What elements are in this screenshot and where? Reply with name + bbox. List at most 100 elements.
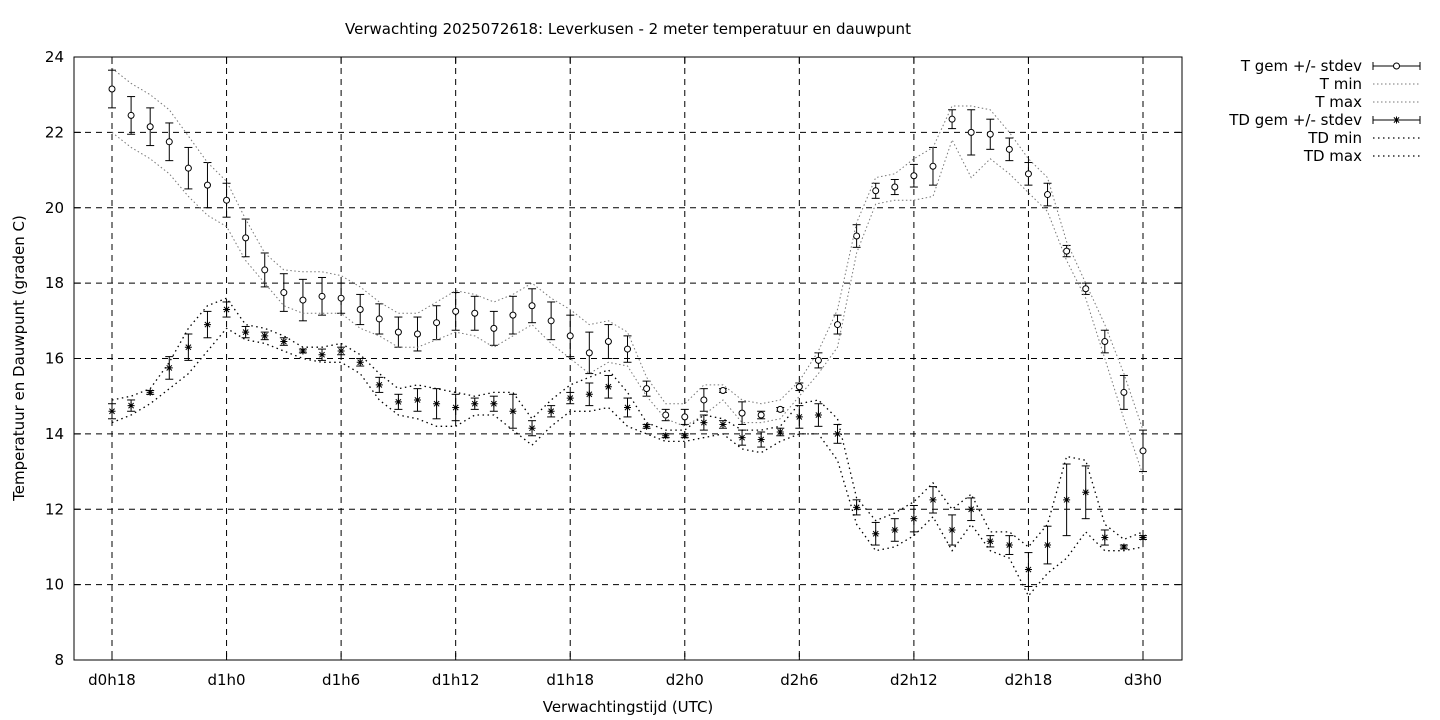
error-bar bbox=[184, 333, 193, 361]
x-tick-label: d2h6 bbox=[780, 671, 818, 689]
data-point-star bbox=[223, 306, 231, 314]
error-bar bbox=[1062, 244, 1071, 258]
error-bar bbox=[852, 224, 861, 248]
error-bar bbox=[871, 521, 880, 546]
data-point-circle bbox=[910, 172, 918, 180]
series-2 bbox=[111, 67, 1144, 431]
error-bar bbox=[948, 514, 957, 546]
legend-entry: TD gem +/- stdev bbox=[1228, 111, 1421, 129]
data-point-star bbox=[299, 347, 307, 355]
legend-entry: TD min bbox=[1307, 129, 1420, 147]
error-bar bbox=[1062, 463, 1071, 537]
data-point-circle bbox=[184, 164, 192, 172]
legend-entry: TD max bbox=[1303, 147, 1420, 165]
data-point-circle bbox=[700, 396, 708, 404]
data-point-circle bbox=[242, 234, 250, 242]
y-tick-label: 18 bbox=[45, 274, 64, 292]
plot-frame bbox=[73, 56, 1183, 661]
data-point-star bbox=[566, 394, 574, 402]
error-bar bbox=[948, 109, 957, 130]
series-1 bbox=[111, 132, 1144, 476]
data-point-circle bbox=[834, 321, 842, 329]
data-point-star bbox=[700, 419, 708, 427]
y-tick-label: 10 bbox=[45, 576, 64, 594]
data-point-star bbox=[814, 411, 822, 419]
error-bar bbox=[776, 405, 785, 413]
data-point-circle bbox=[757, 411, 765, 419]
data-point-star bbox=[853, 503, 861, 511]
data-point-circle bbox=[681, 413, 689, 421]
data-point-circle bbox=[1393, 62, 1400, 70]
error-bar bbox=[394, 393, 403, 410]
x-tick-label: d1h0 bbox=[207, 671, 245, 689]
chart-title: Verwachting 2025072618: Leverkusen - 2 m… bbox=[345, 20, 911, 38]
error-bar bbox=[203, 310, 212, 339]
series-4 bbox=[111, 327, 1144, 598]
error-bar bbox=[1024, 162, 1033, 186]
error-bar bbox=[623, 397, 632, 418]
error-bar bbox=[470, 397, 479, 410]
error-bar bbox=[222, 301, 231, 318]
error-bar bbox=[585, 382, 594, 407]
error-bar bbox=[967, 497, 976, 522]
data-point-star bbox=[1101, 534, 1109, 542]
data-point-circle bbox=[146, 123, 154, 131]
axis-ticks: 8 10 12 14 16 18 20 22 24 d0h18 d1h0 d1h6 d1h12 d1h18… bbox=[45, 48, 1182, 689]
data-point-circle bbox=[776, 405, 784, 413]
data-point-star bbox=[1044, 541, 1052, 549]
x-tick-label: d1h18 bbox=[546, 671, 594, 689]
data-point-star bbox=[624, 403, 631, 411]
error-bar bbox=[318, 276, 327, 316]
error-bar bbox=[528, 288, 537, 324]
data-point-star bbox=[184, 343, 192, 351]
error-bar bbox=[871, 182, 880, 199]
data-point-circle bbox=[795, 383, 803, 391]
error-bar bbox=[833, 423, 842, 444]
error-bar bbox=[642, 422, 651, 430]
y-tick-label: 24 bbox=[45, 48, 64, 66]
data-point-circle bbox=[1139, 447, 1147, 455]
data-point-star bbox=[986, 537, 994, 545]
error-bar bbox=[738, 429, 747, 446]
error-bar bbox=[432, 305, 441, 341]
error-bar bbox=[909, 504, 918, 533]
error-bar bbox=[1024, 552, 1033, 588]
error-bar bbox=[127, 399, 136, 412]
data-point-circle bbox=[872, 187, 880, 195]
data-point-circle bbox=[280, 289, 288, 297]
series-line bbox=[111, 327, 1144, 598]
error-bar bbox=[642, 380, 651, 397]
error-bar bbox=[184, 146, 193, 190]
legend-label: TD min bbox=[1307, 129, 1362, 147]
error-bar bbox=[986, 535, 995, 548]
error-bar bbox=[757, 431, 766, 448]
error-bar bbox=[890, 518, 899, 542]
data-point-star bbox=[776, 428, 784, 436]
data-point-star bbox=[948, 526, 956, 534]
error-bar bbox=[451, 393, 460, 422]
data-point-star bbox=[127, 402, 135, 410]
error-bar bbox=[375, 303, 384, 335]
data-point-circle bbox=[986, 130, 994, 138]
error-bar bbox=[1139, 534, 1147, 542]
data-point-circle bbox=[967, 128, 975, 136]
error-bar bbox=[146, 388, 155, 396]
x-axis-label: Verwachtingstijd (UTC) bbox=[543, 698, 714, 716]
data-point-circle bbox=[261, 266, 269, 274]
error-bar bbox=[318, 348, 327, 361]
legend-label: TD gem +/- stdev bbox=[1228, 111, 1362, 129]
error-bar bbox=[738, 401, 747, 425]
legend-entry: T min bbox=[1319, 75, 1420, 93]
error-bar bbox=[470, 295, 479, 331]
x-tick-label: d1h12 bbox=[432, 671, 480, 689]
data-point-circle bbox=[604, 338, 612, 346]
x-tick-label: d0h18 bbox=[88, 671, 136, 689]
error-bar bbox=[699, 388, 708, 412]
data-point-star bbox=[643, 422, 651, 430]
data-point-circle bbox=[662, 411, 670, 419]
data-point-star bbox=[1024, 566, 1032, 574]
data-point-star bbox=[662, 432, 670, 440]
data-point-star bbox=[203, 321, 211, 329]
data-point-circle bbox=[814, 356, 822, 364]
data-point-circle bbox=[223, 196, 231, 204]
